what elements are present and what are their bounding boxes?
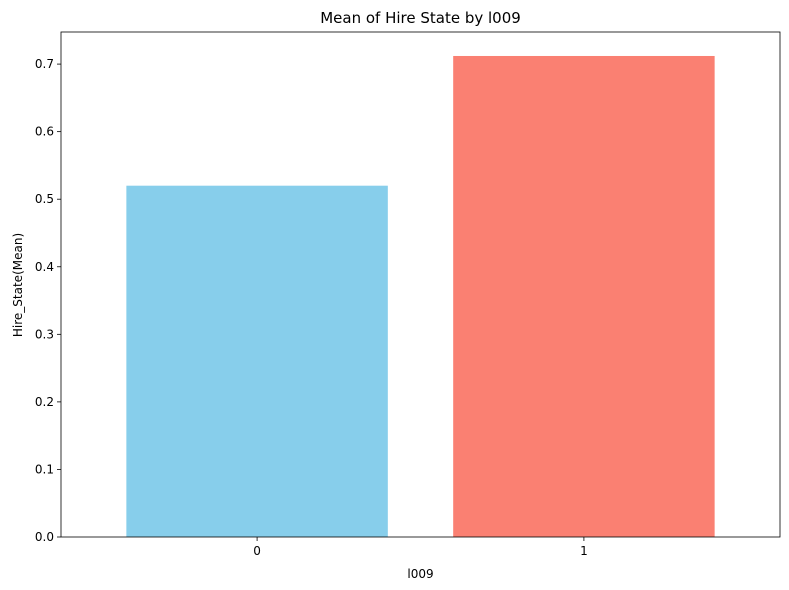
x-axis-label: l009 <box>407 567 433 581</box>
y-tick-label: 0.4 <box>35 260 54 274</box>
bar-1 <box>453 55 715 537</box>
x-tick-label: 0 <box>253 544 261 558</box>
x-tick-label: 1 <box>580 544 588 558</box>
plot-area <box>126 55 715 537</box>
y-axis: 0.0 0.1 0.2 0.3 0.4 0.5 0.6 0.7 <box>35 57 61 544</box>
y-axis-label: Hire_State(Mean) <box>11 233 25 337</box>
y-tick-label: 0.2 <box>35 395 54 409</box>
y-tick-label: 0.1 <box>35 462 54 476</box>
y-tick-label: 0.6 <box>35 125 54 139</box>
y-tick-label: 0.3 <box>35 327 54 341</box>
y-tick-label: 0.0 <box>35 530 54 544</box>
bar-0 <box>126 185 388 537</box>
y-tick-label: 0.5 <box>35 192 54 206</box>
chart-title: Mean of Hire State by l009 <box>320 9 521 27</box>
y-tick-label: 0.7 <box>35 57 54 71</box>
plot-frame <box>60 31 781 538</box>
